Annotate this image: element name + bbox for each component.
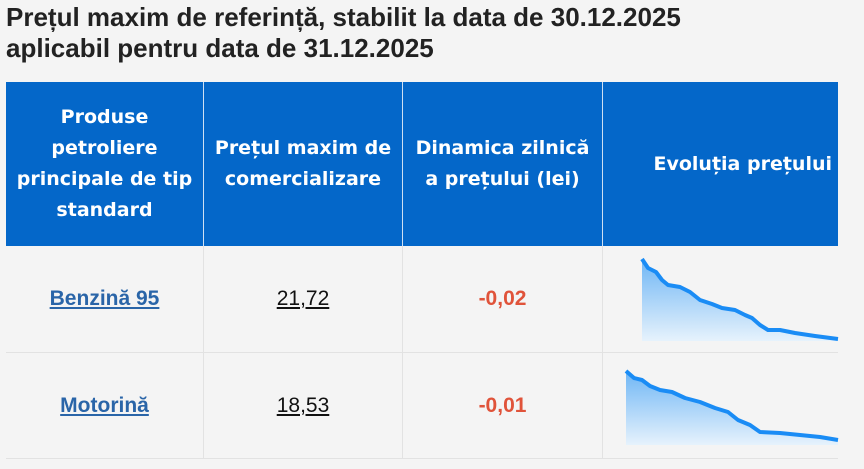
column-header-text: Evoluția prețului [653, 152, 832, 175]
column-header: Produse petroliere principale de tip sta… [6, 82, 204, 246]
product-link[interactable]: Benzină 95 [49, 287, 160, 310]
price-change: -0,02 [478, 287, 527, 310]
table-cell: 21,72 [204, 246, 403, 353]
column-header: Evoluția prețului [603, 82, 838, 246]
page-title: Prețul maxim de referință, stabilit la d… [6, 2, 681, 64]
sparkline [624, 369, 839, 442]
column-header: Prețul maxim de comercializare [204, 82, 403, 246]
sparkline [640, 257, 839, 341]
price-link[interactable]: 18,53 [276, 393, 330, 417]
table-cell: Benzină 95 [6, 246, 204, 353]
table-cell: -0,01 [403, 353, 603, 459]
sparkline-area [626, 371, 838, 445]
table-cell: Motorină [6, 353, 204, 459]
sparkline-area [642, 259, 838, 341]
price-change: -0,01 [478, 393, 527, 417]
product-link[interactable]: Motorină [60, 393, 149, 417]
table-cell: 18,53 [204, 353, 403, 459]
price-link[interactable]: 21,72 [276, 287, 330, 310]
table-cell: -0,02 [403, 246, 603, 353]
column-header: Dinamica zilnică a prețului (lei) [403, 82, 603, 246]
title-line: aplicabil pentru data de 31.12.2025 [6, 33, 434, 63]
title-line: Prețul maxim de referință, stabilit la d… [6, 2, 681, 32]
